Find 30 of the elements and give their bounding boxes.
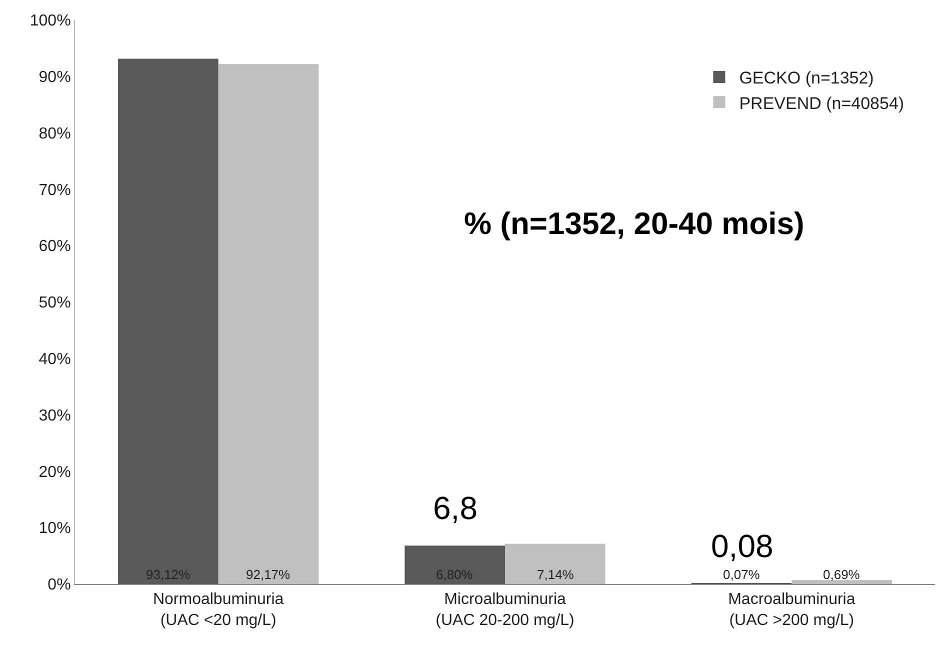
bar [404, 546, 505, 584]
y-tick-label: 20% [38, 464, 71, 481]
y-tick-label: 40% [38, 351, 71, 368]
annotation: 6,8 [433, 490, 478, 526]
bar [118, 58, 218, 584]
annotation: % (n=1352, 20-40 mois) [464, 206, 804, 241]
bar [792, 580, 892, 584]
legend-label: PREVEND (n=40854) [739, 94, 904, 113]
y-tick-label: 100% [30, 12, 71, 30]
x-tick-label: Normoalbuminuria (UAC <20 mg/L) [152, 591, 284, 629]
x-tick-label: Macroalbuminuria (UAC >200 mg/L) [728, 591, 856, 629]
data-label: 7,14% [537, 567, 574, 582]
annotation: 0,08 [711, 528, 774, 564]
y-tick-label: 0% [48, 576, 71, 594]
y-tick-label: 60% [38, 238, 71, 256]
data-label: 0,07% [723, 567, 760, 582]
data-label: 93,12% [146, 567, 191, 582]
bar [505, 544, 606, 584]
data-label: 0,69% [823, 567, 860, 582]
bar [218, 64, 319, 584]
data-label: 6,80% [436, 567, 474, 582]
data-label: 92,17% [246, 567, 291, 582]
y-tick-label: 70% [38, 182, 71, 199]
x-tick-label: Microalbuminuria (UAC 20-200 mg/L) [436, 591, 574, 629]
y-tick-label: 50% [38, 294, 71, 312]
y-tick-label: 80% [38, 125, 71, 142]
y-tick-label: 90% [38, 69, 71, 86]
y-tick-label: 10% [38, 520, 71, 538]
y-tick-label: 30% [38, 407, 71, 424]
legend-label: GECKO (n=1352) [739, 68, 874, 88]
